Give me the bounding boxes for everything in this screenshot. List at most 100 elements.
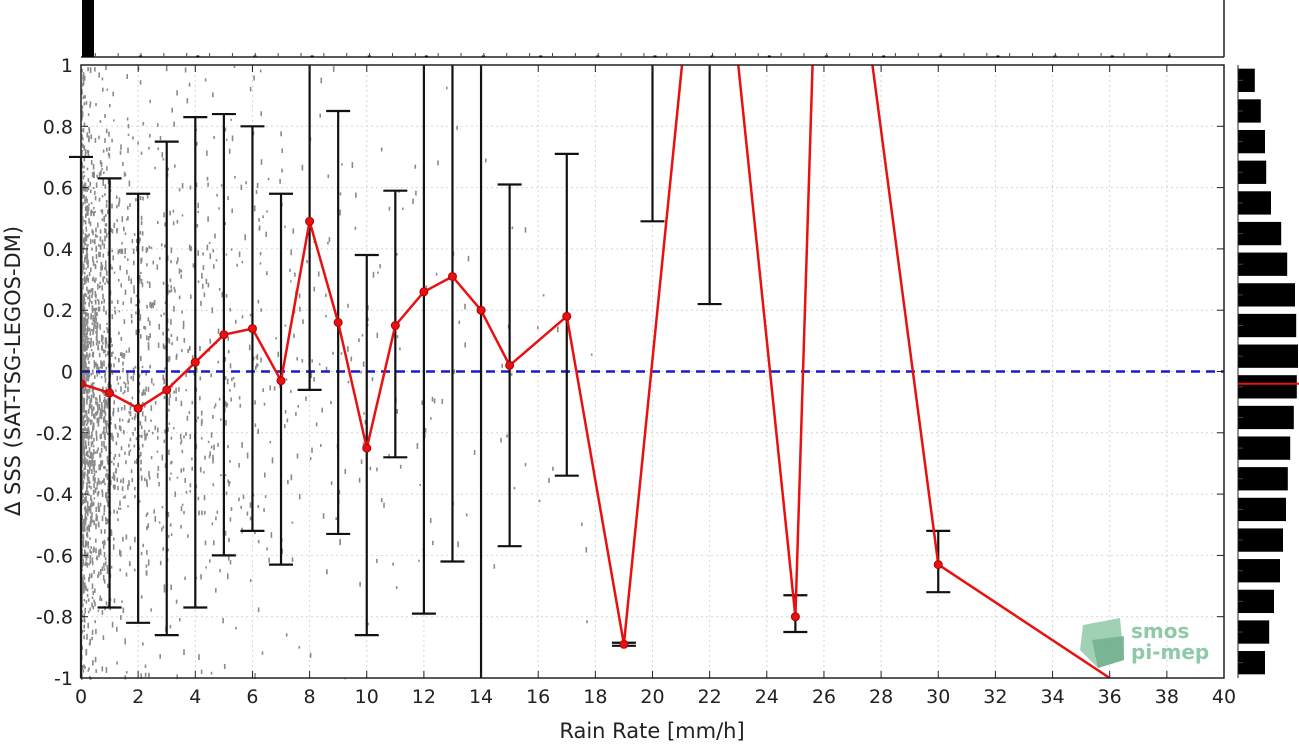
scatter-point xyxy=(89,181,91,187)
scatter-point xyxy=(138,454,141,458)
scatter-point xyxy=(369,466,372,471)
scatter-point xyxy=(200,437,203,440)
scatter-point xyxy=(82,581,85,585)
scatter-point xyxy=(249,313,252,317)
scatter-point xyxy=(100,481,102,485)
scatter-point xyxy=(318,363,321,366)
scatter-point xyxy=(430,417,432,420)
scatter-point xyxy=(241,260,244,264)
scatter-point xyxy=(103,397,106,403)
scatter-point xyxy=(88,327,91,331)
scatter-point xyxy=(93,437,95,442)
scatter-point xyxy=(590,353,593,356)
scatter-point xyxy=(198,510,200,516)
scatter-point xyxy=(138,447,141,451)
scatter-point xyxy=(110,479,112,486)
scatter-point xyxy=(106,270,108,276)
scatter-point xyxy=(119,500,121,506)
scatter-point xyxy=(135,304,137,307)
scatter-point xyxy=(168,422,171,425)
scatter-point xyxy=(83,330,85,336)
scatter-point xyxy=(215,259,218,262)
scatter-point xyxy=(134,536,136,543)
scatter-point xyxy=(101,406,103,411)
mean-point xyxy=(933,560,943,570)
scatter-point xyxy=(97,490,100,495)
scatter-point xyxy=(86,205,89,211)
scatter-point xyxy=(347,303,349,308)
scatter-point xyxy=(170,436,173,440)
scatter-point xyxy=(81,105,84,109)
scatter-point xyxy=(89,221,92,227)
scatter-point xyxy=(142,390,145,395)
scatter-point xyxy=(84,563,86,566)
scatter-point xyxy=(91,410,93,417)
mean-point xyxy=(362,443,372,453)
scatter-point xyxy=(84,459,86,466)
scatter-point xyxy=(83,518,86,523)
scatter-point xyxy=(146,570,148,576)
scatter-point xyxy=(83,165,85,169)
scatter-point xyxy=(82,494,84,499)
scatter-point xyxy=(123,429,125,435)
scatter-point xyxy=(118,248,120,253)
scatter-point xyxy=(81,605,84,608)
scatter-point xyxy=(85,428,87,432)
scatter-point xyxy=(242,494,245,499)
scatter-point xyxy=(81,336,84,342)
scatter-point xyxy=(119,549,121,556)
scatter-point xyxy=(315,422,318,427)
scatter-point xyxy=(195,419,198,423)
scatter-point xyxy=(84,544,87,548)
scatter-point xyxy=(81,599,83,603)
scatter-point xyxy=(227,479,229,483)
scatter-point xyxy=(224,222,226,225)
scatter-point xyxy=(127,381,129,385)
scatter-point xyxy=(142,543,144,548)
scatter-point xyxy=(355,192,357,198)
scatter-point xyxy=(140,355,142,361)
x-tick-label: 22 xyxy=(698,686,722,708)
scatter-point xyxy=(138,499,141,503)
scatter-point xyxy=(89,573,91,579)
scatter-point xyxy=(146,526,148,531)
scatter-point xyxy=(84,358,87,361)
scatter-point xyxy=(127,484,129,490)
scatter-point xyxy=(83,585,85,589)
scatter-point xyxy=(82,559,84,564)
scatter-point xyxy=(103,426,105,433)
scatter-point xyxy=(213,540,215,546)
scatter-point xyxy=(205,278,208,284)
scatter-point xyxy=(421,400,423,405)
scatter-point xyxy=(111,352,113,357)
scatter-point xyxy=(87,259,89,264)
scatter-point xyxy=(249,579,252,582)
scatter-point xyxy=(87,67,89,72)
scatter-point xyxy=(90,499,93,504)
scatter-point xyxy=(83,414,86,417)
scatter-point xyxy=(113,462,115,466)
scatter-point xyxy=(266,210,268,213)
scatter-point xyxy=(173,427,175,430)
scatter-point xyxy=(84,585,87,589)
scatter-point xyxy=(84,323,86,327)
scatter-point xyxy=(127,205,129,210)
scatter-point xyxy=(83,370,85,377)
scatter-point xyxy=(290,474,293,481)
scatter-point xyxy=(110,531,113,536)
scatter-point xyxy=(95,317,97,321)
scatter-point xyxy=(347,380,350,384)
scatter-point xyxy=(148,476,151,480)
scatter-point xyxy=(100,460,103,466)
scatter-point xyxy=(87,491,89,496)
mean-point xyxy=(390,321,400,331)
scatter-point xyxy=(116,376,119,381)
scatter-point xyxy=(176,90,178,96)
scatter-point xyxy=(287,479,289,485)
scatter-point xyxy=(290,249,292,256)
scatter-point xyxy=(99,323,101,330)
scatter-point xyxy=(327,174,330,179)
scatter-point xyxy=(146,335,148,341)
scatter-point xyxy=(163,378,165,385)
scatter-point xyxy=(85,370,88,377)
